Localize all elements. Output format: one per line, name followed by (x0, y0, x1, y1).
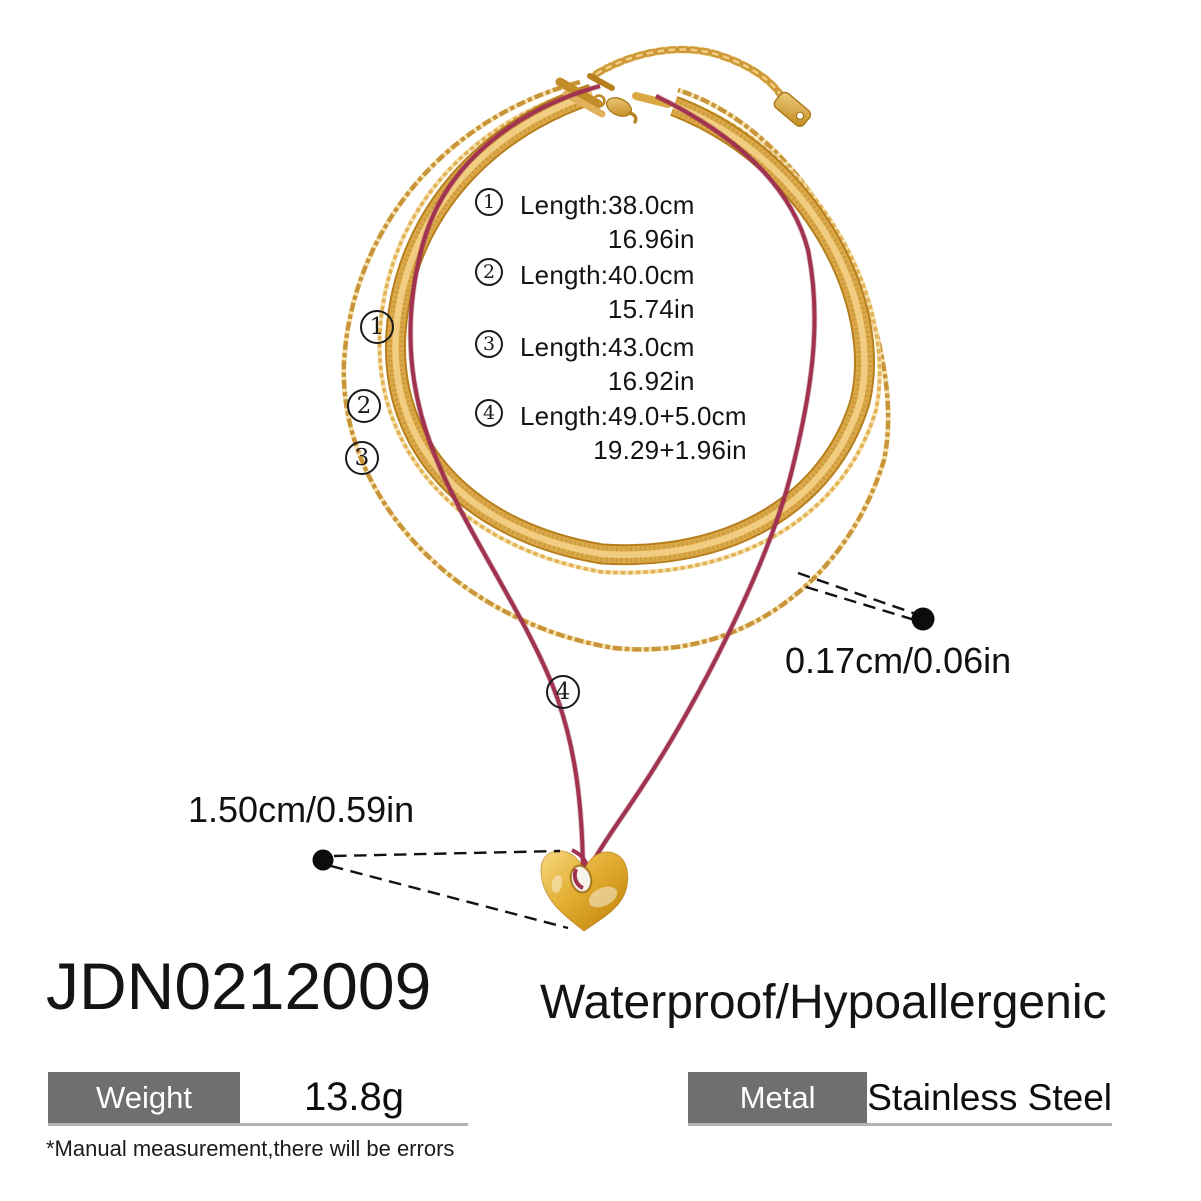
chain-marker-3: 3 (345, 441, 379, 475)
measurement-disclaimer: *Manual measurement,there will be errors (46, 1136, 455, 1161)
length-item-3-in: 16.92in (607, 366, 695, 396)
extender-chain (592, 45, 784, 98)
chain-end-crimps (555, 73, 672, 118)
length-item-3: 3 Length:43.0cm 16.92in (475, 330, 695, 398)
lobster-clasp-icon (592, 94, 638, 124)
thickness-callout-dot (911, 607, 935, 631)
length-item-1-in: 16.96in (607, 224, 695, 254)
spec-weight-value: 13.8g (303, 1075, 405, 1119)
product-code: JDN0212009 (46, 949, 432, 1023)
length-item-2-number: 2 (475, 258, 503, 286)
length-item-2-cm: Length:40.0cm (520, 260, 695, 290)
snake-chain (384, 84, 875, 566)
chain-marker-2: 2 (347, 389, 381, 423)
length-item-1-number: 1 (475, 188, 503, 216)
length-item-1: 1 Length:38.0cm 16.96in (475, 188, 695, 256)
spec-weight-label: Weight (48, 1072, 240, 1123)
red-cord (407, 83, 818, 877)
pendant-size-label: 1.50cm/0.59in (188, 789, 415, 830)
spec-weight: Weight 13.8g (48, 1072, 468, 1126)
thickness-callout (797, 571, 935, 631)
length-item-4-number: 4 (475, 399, 503, 427)
length-item-3-cm: Length:43.0cm (520, 332, 695, 362)
pendant-callout (312, 849, 569, 930)
cord-through-hole (572, 868, 584, 890)
length-item-2: 2 Length:40.0cm 15.74in (475, 258, 695, 326)
heart-highlight (588, 886, 618, 908)
extender-tag (773, 91, 812, 127)
spec-metal: Metal Stainless Steel (688, 1072, 1112, 1126)
chain-marker-1: 1 (360, 310, 394, 344)
length-item-4-in: 19.29+1.96in (593, 435, 747, 465)
product-feature: Waterproof/Hypoallergenic (540, 976, 1107, 1029)
length-item-3-number: 3 (475, 330, 503, 358)
chain-thickness-label: 0.17cm/0.06in (785, 640, 1012, 681)
heart-highlight (551, 875, 563, 893)
spec-metal-label: Metal (688, 1072, 868, 1123)
length-item-4-cm: Length:49.0+5.0cm (520, 401, 747, 431)
pendant-callout-dot (312, 849, 334, 871)
length-item-1-cm: Length:38.0cm (520, 190, 695, 220)
heart-pendant (540, 850, 629, 932)
thin-chain (377, 85, 882, 575)
length-item-2-in: 15.74in (607, 294, 695, 324)
spec-metal-value: Stainless Steel (867, 1076, 1112, 1118)
length-item-4: 4 Length:49.0+5.0cm 19.29+1.96in (475, 399, 747, 467)
chain-marker-4: 4 (546, 675, 580, 709)
